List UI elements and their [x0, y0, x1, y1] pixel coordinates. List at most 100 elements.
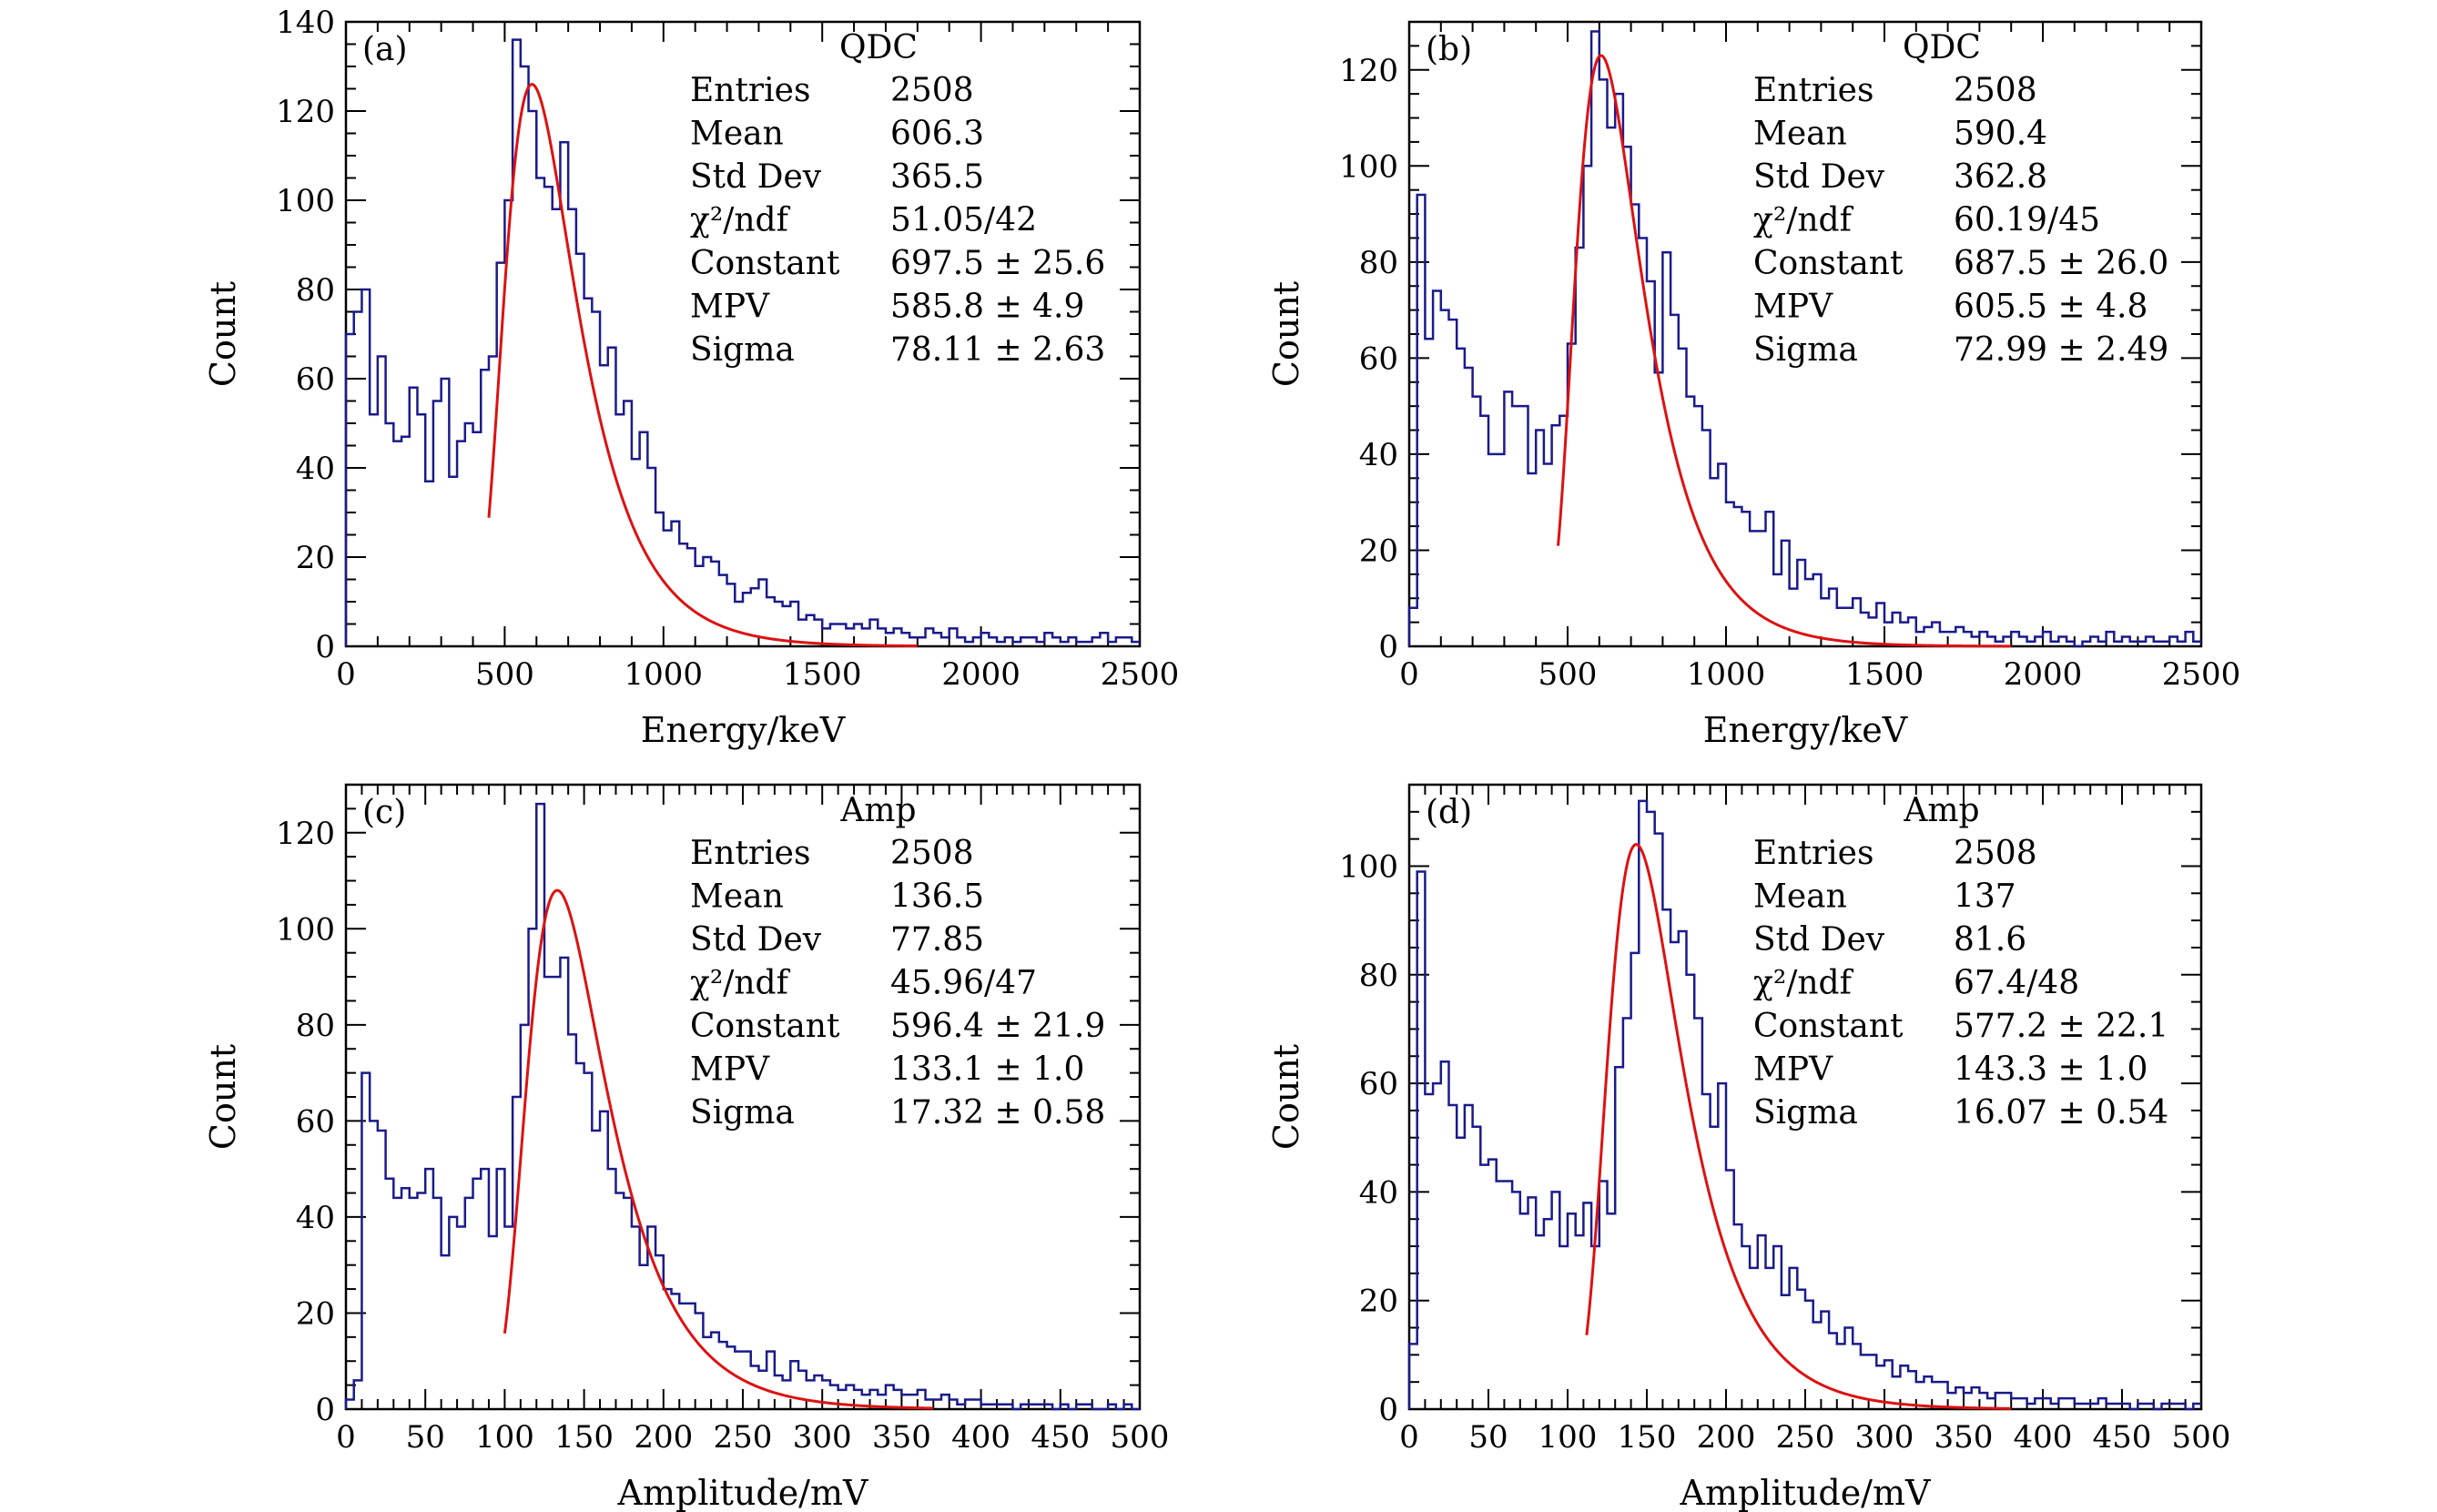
stats-value: 16.07 ± 0.54: [1954, 1094, 2168, 1131]
stats-key: Sigma: [1753, 331, 1858, 369]
y-axis-label: Count: [1266, 281, 1306, 387]
stats-key: Std Dev: [690, 921, 822, 959]
y-axis-label: Count: [203, 1044, 243, 1150]
x-tick-label: 450: [2093, 1419, 2152, 1456]
y-tick-label: 0: [315, 1392, 335, 1428]
y-tick-label: 20: [296, 540, 335, 576]
x-axis-label: Amplitude/mV: [617, 1473, 869, 1512]
stats-value: 697.5 ± 25.6: [890, 245, 1105, 282]
x-tick-label: 200: [1697, 1419, 1756, 1456]
stats-value: 606.3: [890, 116, 984, 153]
x-tick-label: 500: [2172, 1419, 2231, 1456]
x-tick-label: 0: [1399, 1419, 1419, 1456]
y-tick-label: 20: [1359, 533, 1398, 569]
stats-value: 2508: [890, 72, 974, 109]
stats-value: 577.2 ± 22.1: [1954, 1008, 2168, 1045]
stats-key: Entries: [1753, 72, 1873, 109]
x-tick-label: 1500: [783, 656, 862, 693]
x-tick-label: 0: [336, 1419, 356, 1456]
stats-key: Mean: [1753, 116, 1847, 153]
stats-key: Entries: [690, 72, 810, 109]
x-tick-label: 100: [1538, 1419, 1598, 1456]
panel-tag: (c): [362, 794, 406, 831]
x-tick-label: 500: [1538, 656, 1598, 693]
x-tick-label: 2000: [941, 656, 1020, 693]
stats-value: 2508: [1954, 835, 2037, 872]
y-tick-label: 120: [276, 94, 335, 130]
x-tick-label: 0: [1399, 656, 1419, 693]
fit-curve: [503, 888, 934, 1410]
stats-value: 133.1 ± 1.0: [890, 1051, 1084, 1089]
histogram-series: [1407, 30, 2201, 648]
stats-value: 17.32 ± 0.58: [890, 1094, 1105, 1131]
stats-key: Sigma: [1753, 1094, 1858, 1131]
x-axis-label: Amplitude/mV: [1680, 1473, 1932, 1512]
y-tick-label: 40: [296, 451, 335, 487]
x-tick-label: 100: [475, 1419, 534, 1456]
stats-value: 590.4: [1954, 116, 2047, 153]
x-tick-label: 450: [1031, 1419, 1090, 1456]
y-tick-label: 100: [1339, 848, 1398, 885]
histogram-series: [1407, 799, 2201, 1411]
y-tick-label: 80: [296, 272, 335, 309]
stats-key: Std Dev: [1753, 921, 1885, 959]
stats-value: 136.5: [890, 878, 984, 916]
panel-tag: (d): [1426, 794, 1472, 831]
y-tick-label: 80: [1359, 245, 1398, 281]
stats-key: Std Dev: [1753, 158, 1885, 196]
panel-tag: (a): [362, 31, 408, 68]
x-tick-label: 400: [951, 1419, 1010, 1456]
panel-tag: (b): [1426, 31, 1472, 68]
x-tick-label: 50: [406, 1419, 445, 1456]
x-tick-label: 400: [2014, 1419, 2073, 1456]
stats-value: 78.11 ± 2.63: [890, 331, 1105, 369]
histogram-series: [344, 38, 1140, 646]
y-tick-label: 120: [276, 816, 335, 852]
x-tick-label: 1000: [1687, 656, 1766, 693]
stats-value: 137: [1954, 878, 2016, 916]
y-tick-label: 140: [276, 5, 335, 41]
stats-key: Mean: [690, 116, 784, 153]
stats-title: QDC: [1903, 29, 1981, 66]
stats-value: 2508: [1954, 72, 2037, 109]
y-tick-label: 60: [1359, 340, 1398, 377]
stats-value: 143.3 ± 1.0: [1954, 1051, 2148, 1089]
y-tick-label: 40: [296, 1200, 335, 1236]
x-tick-label: 1500: [1845, 656, 1924, 693]
y-tick-label: 120: [1339, 53, 1398, 89]
stats-value: 362.8: [1954, 158, 2047, 196]
y-tick-label: 80: [296, 1008, 335, 1044]
x-tick-label: 2000: [2004, 656, 2083, 693]
y-tick-label: 60: [296, 361, 335, 398]
stats-key: χ²/ndf: [690, 965, 791, 1002]
stats-key: χ²/ndf: [690, 202, 791, 239]
stats-key: Entries: [1753, 835, 1873, 872]
fit-curve: [1557, 54, 2012, 648]
x-tick-label: 1000: [624, 656, 704, 693]
y-tick-label: 80: [1359, 958, 1398, 994]
stats-title: Amp: [839, 792, 916, 829]
stats-key: Constant: [1753, 1008, 1904, 1045]
stats-value: 60.19/45: [1954, 202, 2100, 239]
panel-a: 0 500 1000 1500 2000 2500 0 20 40 60 80 100 120 140 En…: [203, 5, 1179, 750]
y-tick-label: 100: [276, 911, 335, 948]
stats-key: MPV: [690, 1051, 770, 1089]
stats-value: 67.4/48: [1954, 965, 2079, 1002]
stats-key: MPV: [1753, 1051, 1833, 1089]
stats-key: MPV: [690, 289, 770, 326]
fit-curve: [1585, 843, 2012, 1410]
x-tick-label: 200: [634, 1419, 693, 1456]
stats-key: Constant: [690, 245, 840, 282]
stats-key: MPV: [1753, 289, 1833, 326]
x-tick-label: 300: [793, 1419, 852, 1456]
stats-value: 687.5 ± 26.0: [1954, 245, 2168, 282]
y-tick-label: 60: [296, 1103, 335, 1140]
stats-value: 596.4 ± 21.9: [890, 1008, 1105, 1045]
y-tick-label: 0: [1378, 629, 1398, 665]
x-tick-label: 50: [1468, 1419, 1508, 1456]
stats-key: Sigma: [690, 1094, 795, 1131]
x-tick-label: 300: [1855, 1419, 1914, 1456]
y-tick-label: 100: [276, 183, 335, 219]
stats-key: χ²/ndf: [1753, 202, 1854, 239]
histogram-series: [344, 802, 1140, 1411]
